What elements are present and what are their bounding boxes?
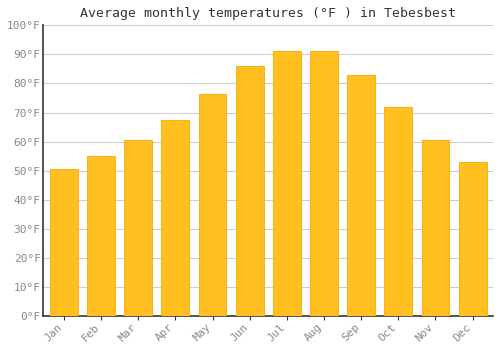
Bar bbox=[384, 107, 412, 316]
Bar bbox=[87, 156, 115, 316]
Bar bbox=[198, 93, 226, 316]
Bar bbox=[422, 140, 450, 316]
Bar bbox=[347, 75, 375, 316]
Bar bbox=[124, 140, 152, 316]
Bar bbox=[310, 51, 338, 316]
Bar bbox=[273, 51, 301, 316]
Bar bbox=[50, 169, 78, 316]
Bar bbox=[236, 66, 264, 316]
Bar bbox=[458, 162, 486, 316]
Title: Average monthly temperatures (°F ) in Tebesbest: Average monthly temperatures (°F ) in Te… bbox=[80, 7, 456, 20]
Bar bbox=[162, 120, 190, 316]
